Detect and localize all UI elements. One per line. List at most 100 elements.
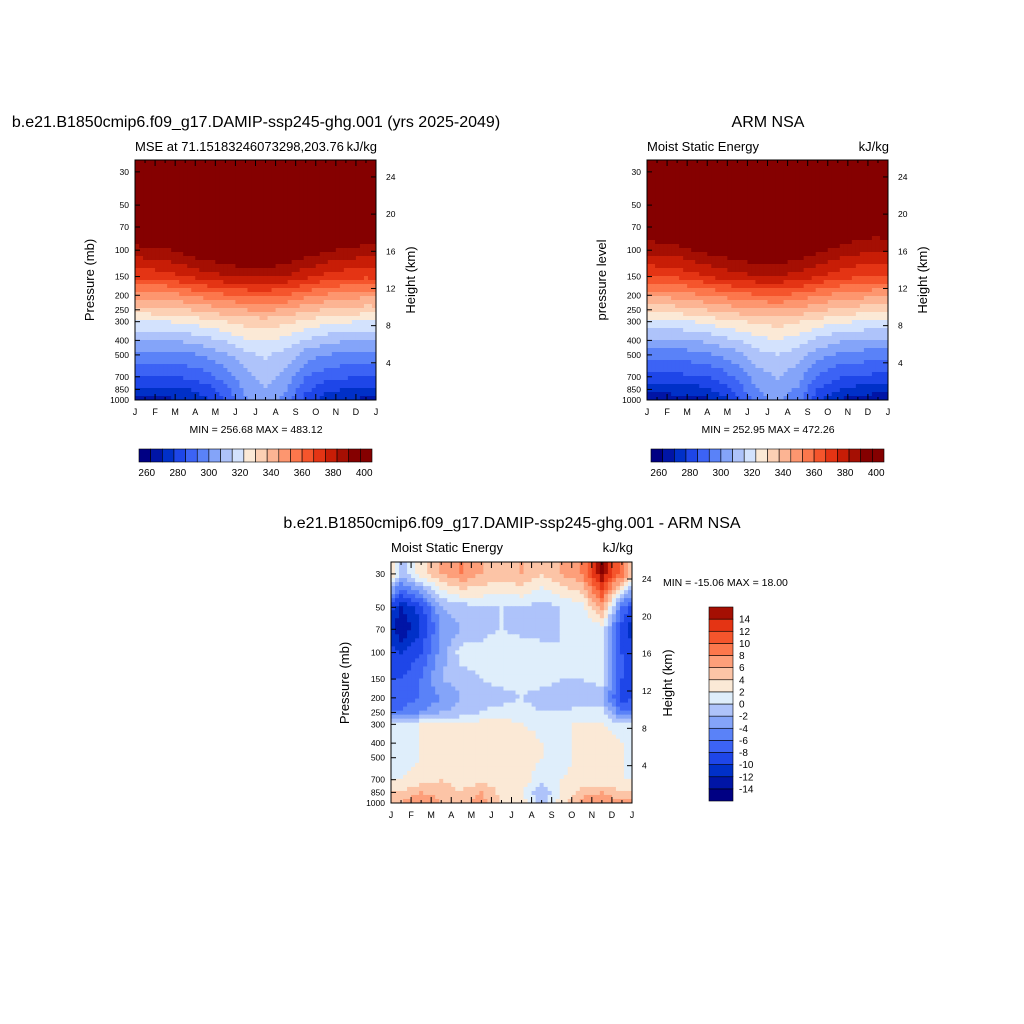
contour-cell <box>683 168 688 173</box>
contour-cell <box>251 204 256 209</box>
contour-cell <box>731 172 736 177</box>
contour-cell <box>323 212 329 217</box>
contour-cell <box>255 320 261 325</box>
contour-cell <box>219 280 224 285</box>
contour-cell <box>275 312 281 317</box>
contour-cell <box>175 292 180 297</box>
contour-cell <box>203 364 208 369</box>
contour-cell <box>223 268 228 273</box>
contour-cell <box>355 324 361 329</box>
contour-cell <box>323 356 329 361</box>
contour-cell <box>151 196 156 201</box>
contour-cell <box>819 188 825 193</box>
contour-cell <box>195 276 200 281</box>
contour-cell <box>331 232 337 237</box>
contour-cell <box>247 260 252 265</box>
colorbar-swatch <box>266 448 280 463</box>
contour-cell <box>851 180 857 185</box>
contour-cell <box>263 268 269 273</box>
contour-cell <box>787 168 793 173</box>
contour-cell <box>351 380 357 385</box>
contour-cell <box>151 272 156 277</box>
contour-cell <box>179 236 184 241</box>
contour-cell <box>283 324 289 329</box>
contour-cell <box>859 164 865 169</box>
contour-cell <box>695 236 700 241</box>
contour-cell <box>239 384 244 389</box>
contour-cell <box>355 276 361 281</box>
contour-cell <box>283 300 289 305</box>
contour-cell <box>243 212 248 217</box>
contour-cell <box>299 240 305 245</box>
contour-cell <box>207 160 212 165</box>
contour-cell <box>299 392 305 397</box>
contour-cell <box>155 256 160 261</box>
contour-cell <box>875 196 881 201</box>
contour-cell <box>275 220 281 225</box>
contour-cell <box>763 188 768 193</box>
contour-cell <box>239 264 244 269</box>
contour-cell <box>139 264 144 269</box>
contour-cell <box>327 176 333 181</box>
contour-cell <box>343 384 349 389</box>
contour-cell <box>295 244 301 249</box>
contour-cell <box>751 216 756 221</box>
contour-cell <box>283 168 289 173</box>
contour-cell <box>267 264 273 269</box>
contour-cell <box>331 220 337 225</box>
contour-cell <box>243 292 248 297</box>
contour-cell <box>311 300 317 305</box>
contour-cell <box>175 300 180 305</box>
contour-cell <box>271 356 277 361</box>
contour-cell <box>679 216 684 221</box>
contour-cell <box>303 292 309 297</box>
contour-cell <box>203 240 208 245</box>
contour-cell <box>683 236 688 241</box>
contour-cell <box>219 384 224 389</box>
contour-cell <box>243 240 248 245</box>
colorbar-label: 340 <box>263 468 280 479</box>
contour-cell <box>647 200 652 205</box>
contour-cell <box>319 344 325 349</box>
contour-cell <box>195 384 200 389</box>
contour-cell <box>239 228 244 233</box>
contour-cell <box>727 160 732 165</box>
contour-cell <box>187 316 192 321</box>
contour-cell <box>351 356 357 361</box>
contour-cell <box>187 356 192 361</box>
contour-cell <box>747 188 752 193</box>
contour-cell <box>723 180 728 185</box>
contour-cell <box>187 300 192 305</box>
contour-cell <box>279 244 285 249</box>
contour-cell <box>823 172 829 177</box>
contour-cell <box>331 216 337 221</box>
contour-cell <box>343 308 349 313</box>
contour-cell <box>267 312 273 317</box>
contour-cell <box>371 192 377 197</box>
contour-cell <box>219 264 224 269</box>
contour-cell <box>351 180 357 185</box>
contour-cell <box>295 256 301 261</box>
contour-cell <box>339 260 345 265</box>
contour-cell <box>775 228 781 233</box>
panel-model-axes: J F M A M J J A S O N D J305070100150200250300400500… <box>110 160 396 417</box>
contour-cell <box>251 168 256 173</box>
contour-cell <box>175 288 180 293</box>
contour-cell <box>743 200 748 205</box>
contour-cell <box>331 248 337 253</box>
contour-cell <box>323 284 329 289</box>
contour-cell <box>263 248 269 253</box>
contour-cell <box>207 184 212 189</box>
contour-cell <box>183 260 188 265</box>
contour-cell <box>163 308 168 313</box>
contour-cell <box>319 196 325 201</box>
contour-cell <box>283 360 289 365</box>
contour-cell <box>707 240 712 245</box>
contour-cell <box>207 192 212 197</box>
contour-cell <box>791 188 797 193</box>
contour-cell <box>243 236 248 241</box>
contour-cell <box>791 228 797 233</box>
contour-cell <box>835 172 841 177</box>
contour-cell <box>803 172 809 177</box>
contour-cell <box>667 232 672 237</box>
